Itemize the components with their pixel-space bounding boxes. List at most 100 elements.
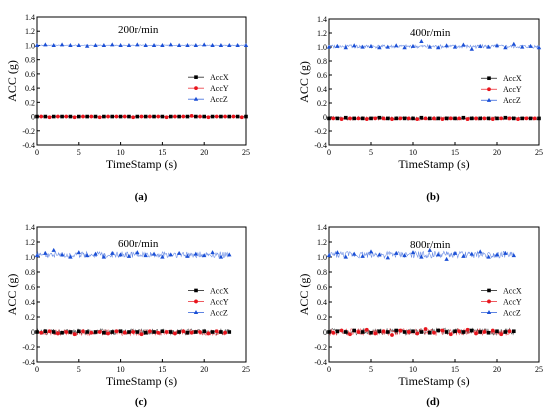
data-point-accx	[60, 114, 64, 119]
data-point-accy	[348, 332, 352, 337]
data-point-accx	[369, 116, 373, 121]
y-tick-label: 0.4	[25, 298, 35, 307]
legend-marker-accy	[487, 87, 491, 92]
data-point-accz	[402, 253, 407, 258]
data-point-accy	[356, 116, 361, 121]
data-point-accy	[339, 328, 344, 333]
data-point-accz	[536, 45, 542, 50]
panel-title: 200r/min	[118, 24, 159, 36]
y-tick-label: 0	[323, 328, 327, 337]
data-point-accz	[452, 250, 458, 255]
legend-marker-accz	[193, 310, 199, 315]
x-tick-label: 5	[369, 148, 373, 157]
plot-frame	[36, 16, 247, 146]
data-point-accx	[478, 330, 482, 334]
data-point-accz	[494, 252, 500, 257]
y-tick-label: 0.2	[25, 98, 35, 107]
x-tick-label: 5	[77, 365, 81, 374]
data-point-accz	[126, 43, 132, 48]
data-point-accy	[173, 114, 177, 119]
y-tick-label: -0.4	[22, 358, 35, 367]
data-point-accy	[122, 330, 127, 335]
data-point-accx	[118, 114, 123, 119]
data-point-accy	[516, 117, 520, 121]
data-point-accz	[101, 254, 107, 259]
data-point-accy	[448, 332, 453, 337]
y-tick-label: 0	[323, 113, 327, 122]
x-axis-label: TimeStamp (s)	[106, 374, 177, 388]
data-point-accz	[343, 254, 348, 259]
data-point-accx	[93, 114, 98, 119]
x-axis-label: TimeStamp (s)	[106, 157, 177, 171]
x-tick-label: 25	[535, 365, 543, 374]
data-point-accz	[461, 253, 466, 258]
data-point-accz	[469, 251, 474, 256]
data-point-accy	[474, 116, 478, 121]
y-tick-label: 1.0	[25, 253, 35, 262]
data-point-accy	[415, 117, 420, 121]
data-point-accx	[335, 116, 340, 121]
data-point-accy	[406, 330, 411, 334]
data-point-accx	[486, 116, 491, 121]
legend-marker-accx	[194, 288, 198, 293]
data-point-accz	[427, 247, 432, 252]
data-point-accz	[410, 250, 416, 255]
data-point-accy	[457, 116, 462, 121]
data-point-accx	[528, 116, 533, 121]
data-point-accy	[181, 329, 186, 334]
y-tick-label: 0	[31, 113, 35, 122]
data-point-accy	[331, 330, 336, 335]
data-point-accz	[326, 253, 332, 258]
data-point-accy	[406, 116, 411, 121]
data-point-accz	[419, 254, 424, 259]
data-point-accz	[76, 43, 81, 48]
data-point-accx	[68, 330, 73, 334]
data-point-accy	[490, 328, 495, 333]
data-point-accx	[202, 114, 206, 119]
data-point-accx	[135, 330, 140, 334]
data-point-accy	[415, 331, 420, 336]
data-point-accx	[135, 114, 140, 119]
data-point-accz	[151, 43, 157, 48]
y-tick-label: 1.2	[25, 27, 35, 36]
y-tick-label: -0.2	[22, 343, 35, 352]
y-tick-label: 0.2	[317, 99, 327, 108]
data-point-accy	[189, 330, 194, 335]
y-tick-label: 0.6	[317, 71, 327, 80]
y-tick-label: 0.2	[317, 313, 327, 322]
data-point-accy	[390, 333, 394, 337]
data-point-accy	[214, 329, 219, 334]
data-point-accz	[202, 42, 207, 47]
data-point-accy	[139, 114, 144, 119]
data-point-accy	[89, 114, 94, 119]
data-point-accy	[239, 115, 244, 120]
x-tick-label: 20	[200, 365, 208, 374]
data-point-accz	[469, 46, 474, 51]
data-point-accy	[524, 116, 529, 121]
data-point-accz	[368, 43, 374, 48]
data-point-accz	[193, 251, 199, 256]
data-point-accz	[402, 45, 407, 50]
data-point-accz	[68, 254, 73, 259]
y-tick-label: 1.2	[25, 238, 35, 247]
x-tick-label: 0	[327, 148, 331, 157]
data-point-accx	[503, 330, 508, 334]
data-point-accy	[214, 114, 219, 119]
x-tick-label: 0	[35, 365, 39, 374]
data-point-accx	[386, 116, 390, 121]
data-point-accx	[68, 114, 73, 119]
data-point-accz	[59, 42, 65, 47]
x-tick-label: 20	[493, 148, 501, 157]
x-tick-label: 10	[409, 148, 417, 157]
data-point-accz	[343, 45, 348, 50]
data-point-accy	[364, 327, 369, 332]
data-point-accy	[106, 114, 110, 119]
data-point-accz	[326, 44, 332, 49]
data-point-accx	[402, 116, 407, 121]
data-point-accx	[377, 115, 382, 120]
data-point-accz	[210, 43, 215, 48]
data-point-accx	[185, 114, 190, 119]
legend-label: AccY	[210, 84, 229, 93]
data-point-accy	[423, 327, 428, 331]
